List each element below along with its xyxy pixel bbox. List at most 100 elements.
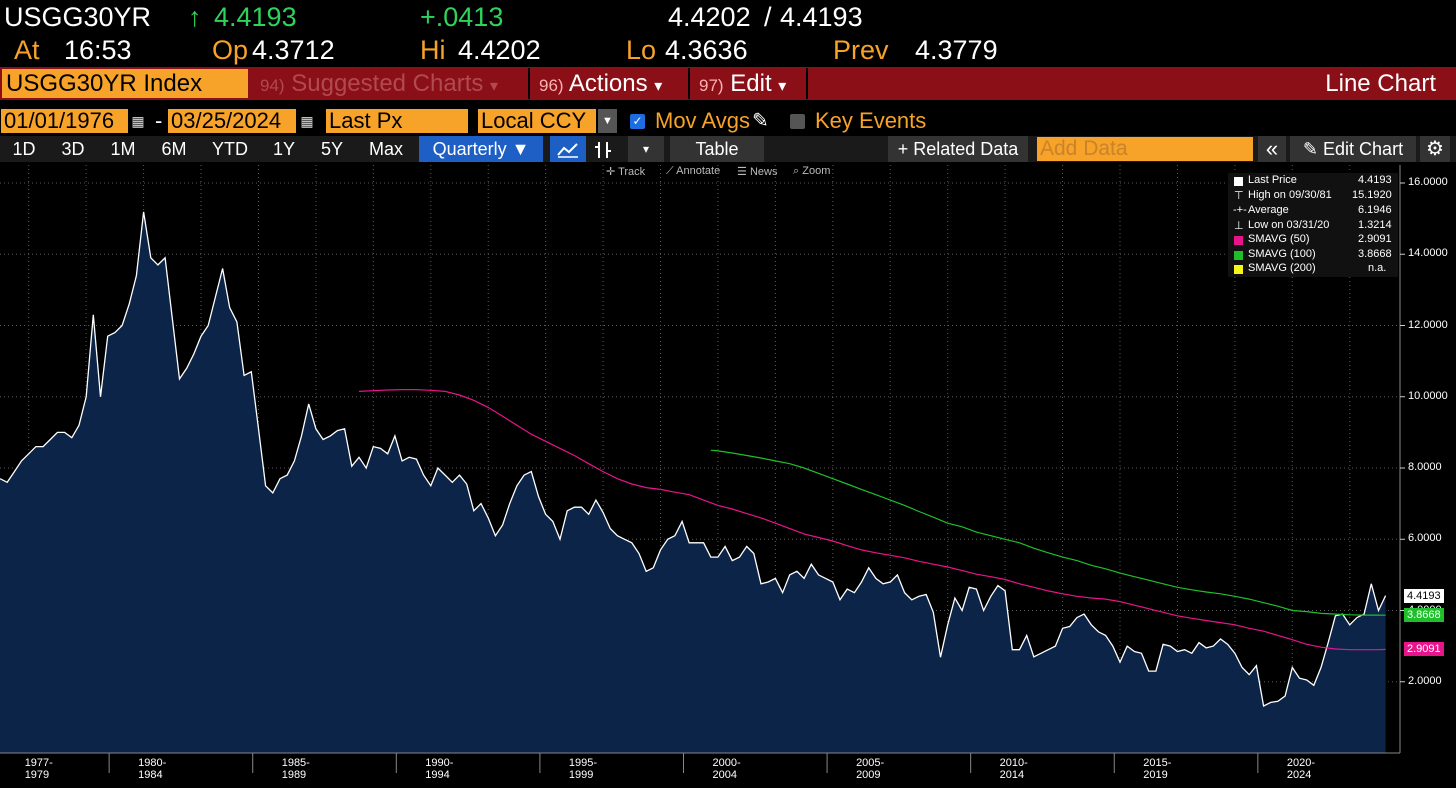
x-tick-label: 1977-1979 <box>24 757 53 781</box>
edit-chart-button[interactable]: ✎ Edit Chart <box>1290 136 1416 162</box>
last-price-line <box>0 211 1387 707</box>
x-tick-label: 2015-2019 <box>1143 757 1172 781</box>
period-6m-button[interactable]: 6M <box>161 139 187 159</box>
period-max-button[interactable]: Max <box>368 139 403 159</box>
legend-label-high: High on 09/30/81 <box>1248 189 1332 201</box>
high-label: Hi <box>420 35 446 65</box>
smavg100-line <box>710 449 1386 616</box>
bid-value: 4.4202 <box>668 2 751 32</box>
related-data-button[interactable]: + Related Data <box>888 136 1028 162</box>
y-tick-label: 10.0000 <box>1408 389 1448 402</box>
legend-value-average: 6.1946 <box>1358 204 1392 216</box>
x-tick-label: 2000-2004 <box>712 757 741 781</box>
magnifier-icon: ⌕ <box>793 165 800 177</box>
annotate-icon: ⟋ <box>666 165 674 177</box>
chevron-down-icon: ▾ <box>778 78 787 95</box>
y-tick-label: 16.0000 <box>1408 176 1448 188</box>
period-5y-button[interactable]: 5Y <box>320 139 344 159</box>
collapse-icon[interactable]: « <box>1258 136 1286 162</box>
suggested-charts-number: 94) <box>260 76 285 95</box>
high-marker-icon: ⊤ <box>1234 190 1244 202</box>
legend-swatch-smavg200 <box>1234 265 1243 274</box>
at-time: 16:53 <box>64 35 132 65</box>
annotate-label: Annotate <box>676 165 721 177</box>
x-tick-label: 1990-1994 <box>425 757 454 781</box>
prev-label: Prev <box>833 35 889 65</box>
legend-label-smavg50: SMAVG (50) <box>1248 233 1310 245</box>
legend-value-smavg50: 2.9091 <box>1358 233 1392 245</box>
last-price-area <box>0 211 1386 753</box>
suggested-charts-menu[interactable]: 94) Suggested Charts ▾ <box>260 68 498 99</box>
zoom-label: Zoom <box>802 165 831 177</box>
up-arrow-icon: ↑ <box>188 2 202 32</box>
edit-menu[interactable]: 97) Edit ▾ <box>699 68 786 99</box>
calendar-icon[interactable]: ▦ <box>131 113 145 129</box>
end-date-field[interactable]: 03/25/2024 <box>168 109 296 133</box>
period-ytd-button[interactable]: YTD <box>212 139 248 159</box>
line-chart-icon[interactable] <box>550 136 586 162</box>
chart-legend: Last Price 4.4193 ⊤ High on 09/30/81 15.… <box>1228 173 1398 277</box>
open-label: Op <box>212 35 249 65</box>
legend-value-high: 15.1920 <box>1352 189 1392 201</box>
legend-value-low: 1.3214 <box>1358 219 1392 231</box>
edit-number: 97) <box>699 76 724 95</box>
high-value: 4.4202 <box>458 35 541 65</box>
last-value-tag: 4.4193 <box>1404 588 1444 603</box>
news-label: News <box>749 166 778 178</box>
legend-label-smavg200: SMAVG (200) <box>1248 262 1316 274</box>
x-tick-label: 2020-2024 <box>1286 757 1315 781</box>
period-1d-button[interactable]: 1D <box>12 139 36 159</box>
field-selector[interactable]: Last Px <box>326 109 468 133</box>
legend-value-last: 4.4193 <box>1358 174 1392 186</box>
ask-value: 4.4193 <box>780 2 863 32</box>
chevron-down-icon[interactable]: ▼ <box>598 109 617 133</box>
calendar-icon[interactable]: ▦ <box>300 113 314 129</box>
frequency-dropdown[interactable]: Quarterly ▼ <box>419 136 543 162</box>
x-tick-label: 1980-1984 <box>138 757 167 781</box>
smavg50-line <box>358 389 1386 651</box>
price-chart[interactable] <box>0 165 1456 788</box>
track-label: Track <box>618 166 646 178</box>
actions-menu[interactable]: 96) Actions ▾ <box>539 68 662 99</box>
last-value-tag: 3.8668 <box>1404 608 1444 623</box>
track-tool[interactable]: ✛ Track <box>606 165 645 178</box>
chevron-down-icon: ▾ <box>490 78 499 95</box>
start-date-field[interactable]: 01/01/1976 <box>1 109 128 133</box>
bid-ask-separator: / <box>764 2 772 32</box>
low-marker-icon: ⊥ <box>1234 220 1244 232</box>
actions-label: Actions <box>568 70 648 97</box>
pencil-icon[interactable]: ✎ <box>752 110 769 132</box>
chart-style-dropdown[interactable]: ▾ <box>628 136 664 162</box>
news-tool[interactable]: ☰ News <box>737 165 777 178</box>
edit-chart-label: Edit Chart <box>1323 139 1404 159</box>
legend-label-last: Last Price <box>1248 174 1297 186</box>
add-data-input[interactable]: Add Data <box>1037 137 1253 161</box>
legend-label-low: Low on 03/31/20 <box>1248 219 1330 231</box>
net-change: +.0413 <box>420 2 504 32</box>
mov-avgs-label: Mov Avgs <box>655 108 750 133</box>
legend-label-average: Average <box>1248 204 1289 216</box>
suggested-charts-label: Suggested Charts <box>291 70 484 97</box>
period-1m-button[interactable]: 1M <box>110 139 136 159</box>
key-events-checkbox[interactable] <box>790 114 805 129</box>
security-field[interactable]: USGG30YR Index <box>2 69 248 98</box>
gear-icon[interactable]: ⚙ <box>1420 136 1450 162</box>
at-label: At <box>14 35 40 65</box>
period-3d-button[interactable]: 3D <box>61 139 85 159</box>
currency-selector[interactable]: Local CCY <box>478 109 596 133</box>
chart-type-title: Line Chart <box>1325 70 1436 97</box>
zoom-tool[interactable]: ⌕ Zoom <box>793 165 830 178</box>
period-1y-button[interactable]: 1Y <box>272 139 296 159</box>
y-tick-label: 8.0000 <box>1408 461 1442 473</box>
mov-avgs-checkbox[interactable]: ✓ <box>630 114 645 129</box>
prev-value: 4.3779 <box>915 35 998 65</box>
table-button[interactable]: Table <box>670 136 764 162</box>
actions-number: 96) <box>539 76 564 95</box>
bar-chart-icon[interactable] <box>588 136 618 162</box>
legend-value-smavg100: 3.8668 <box>1358 248 1392 260</box>
x-tick-label: 2010-2014 <box>999 757 1028 781</box>
pencil-icon: ✎ <box>1302 139 1319 159</box>
annotate-tool[interactable]: ⟋ Annotate <box>666 165 720 178</box>
date-range-dash: - <box>155 108 163 133</box>
legend-swatch-smavg50 <box>1234 236 1243 245</box>
